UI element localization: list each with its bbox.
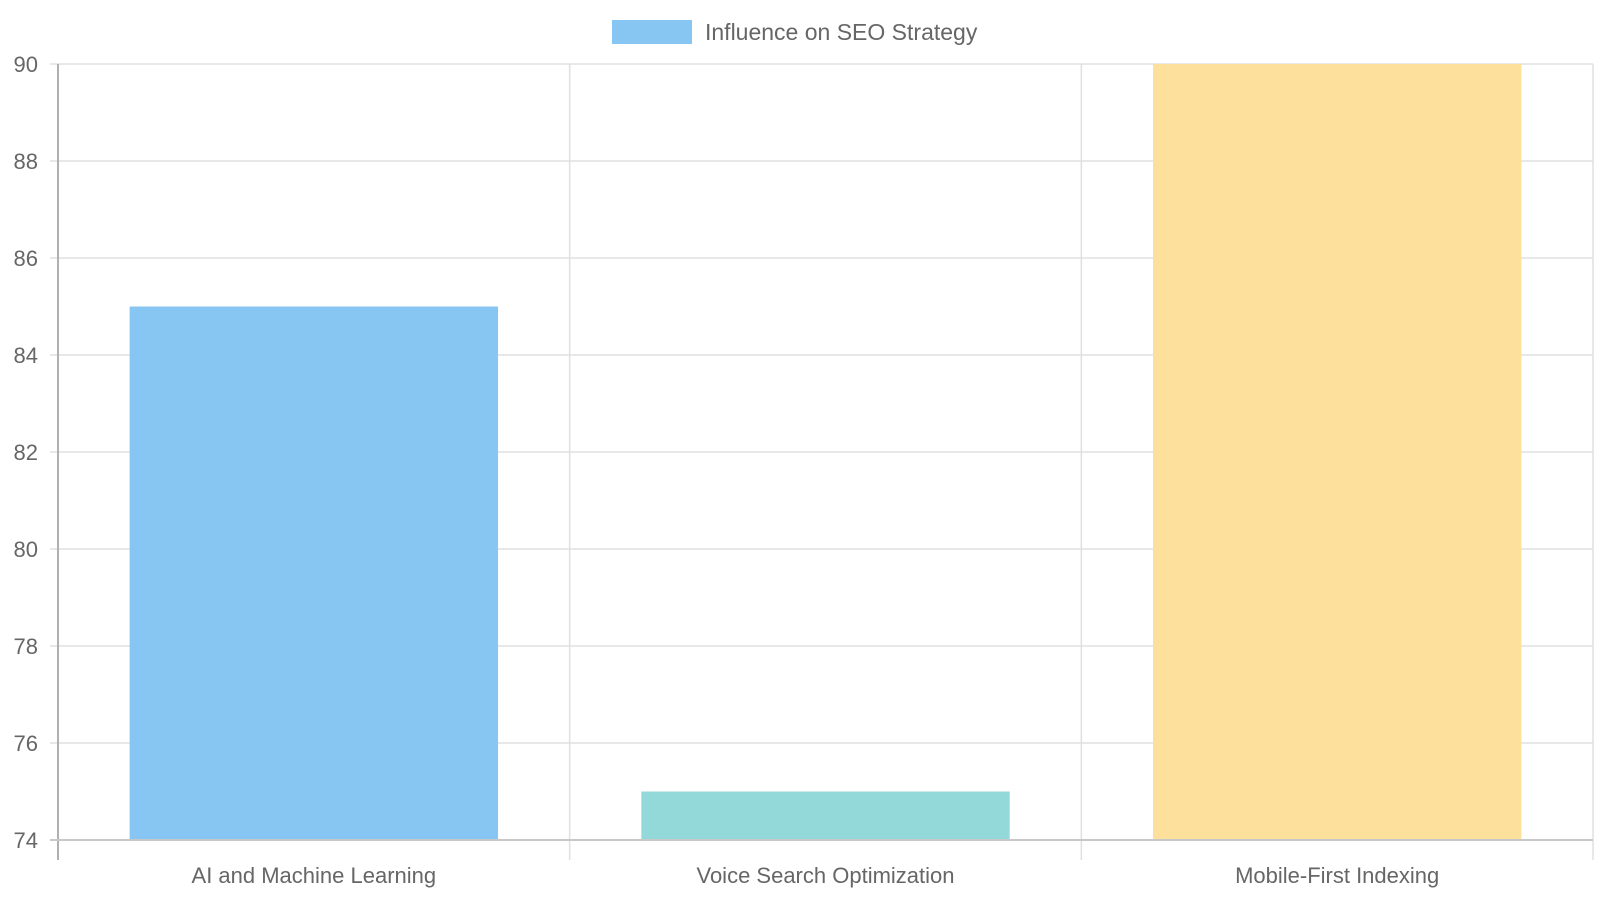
y-tick-label: 78: [14, 634, 38, 659]
legend[interactable]: Influence on SEO Strategy: [612, 19, 978, 45]
x-tick-labels: AI and Machine Learning Voice Search Opti…: [192, 863, 1440, 888]
bar[interactable]: [641, 791, 1010, 841]
y-tick-label: 88: [14, 149, 38, 174]
y-tick-label: 90: [14, 52, 38, 77]
bars: [129, 64, 1522, 841]
y-tick-label: 82: [14, 440, 38, 465]
x-tick-label: Mobile-First Indexing: [1235, 863, 1439, 888]
legend-label: Influence on SEO Strategy: [705, 19, 978, 45]
bar[interactable]: [129, 306, 499, 841]
axes: [50, 63, 1593, 860]
legend-swatch: [612, 20, 692, 44]
y-tick-labels: 74 76 78 80 82 84 86 88 90: [14, 52, 38, 853]
x-tick-label: Voice Search Optimization: [696, 863, 954, 888]
y-tick-label: 84: [14, 343, 38, 368]
x-tick-label: AI and Machine Learning: [192, 863, 437, 888]
y-tick-label: 76: [14, 731, 38, 756]
y-tick-label: 74: [14, 828, 38, 853]
bar[interactable]: [1152, 64, 1522, 840]
y-tick-label: 86: [14, 246, 38, 271]
y-tick-label: 80: [14, 537, 38, 562]
